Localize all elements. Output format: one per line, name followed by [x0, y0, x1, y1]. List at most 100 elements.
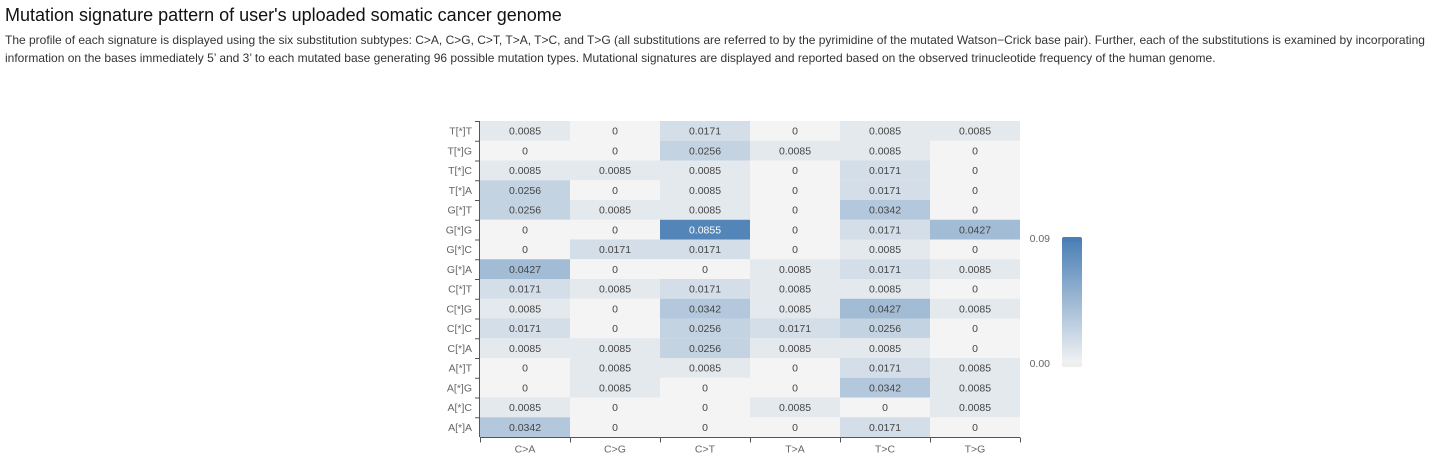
heatmap-cell[interactable] [840, 397, 930, 418]
heatmap-cell[interactable] [750, 200, 840, 220]
heatmap-cell[interactable] [840, 239, 930, 260]
heatmap-cell[interactable] [840, 298, 930, 319]
heatmap-cell[interactable] [750, 397, 840, 418]
heatmap-cell[interactable] [930, 338, 1020, 358]
heatmap-cell[interactable] [660, 121, 750, 141]
heatmap-cell[interactable] [570, 140, 660, 161]
heatmap-cell[interactable] [840, 318, 930, 339]
heatmap-cell[interactable] [840, 259, 930, 279]
heatmap-cell[interactable] [660, 397, 750, 418]
heatmap-cell[interactable] [570, 397, 660, 418]
heatmap-cell[interactable] [840, 338, 930, 358]
heatmap-cell[interactable] [480, 397, 570, 418]
heatmap-cell[interactable] [570, 417, 660, 437]
heatmap-cell[interactable] [930, 417, 1020, 437]
heatmap-cell[interactable] [570, 298, 660, 319]
heatmap-cell[interactable] [840, 279, 930, 299]
heatmap-cell[interactable] [660, 259, 750, 279]
heatmap-cell[interactable] [570, 377, 660, 398]
heatmap-cell[interactable] [930, 259, 1020, 279]
heatmap-cell[interactable] [750, 160, 840, 181]
heatmap-cell[interactable] [480, 140, 570, 161]
heatmap-cell[interactable] [750, 377, 840, 398]
heatmap-cell[interactable] [480, 298, 570, 319]
heatmap-cell[interactable] [480, 417, 570, 437]
heatmap-cell[interactable] [570, 160, 660, 181]
heatmap-cell[interactable] [840, 200, 930, 220]
heatmap-cell[interactable] [750, 121, 840, 141]
heatmap-cell[interactable] [840, 377, 930, 398]
heatmap-cell[interactable] [570, 239, 660, 260]
heatmap-cell[interactable] [480, 259, 570, 279]
color-scale-legend[interactable]: 0.09 0.00 [1030, 233, 1082, 370]
heatmap-cell[interactable] [660, 180, 750, 200]
heatmap-cell[interactable] [480, 279, 570, 299]
heatmap-cell[interactable] [930, 160, 1020, 181]
heatmap-cell[interactable] [750, 180, 840, 200]
heatmap-cell[interactable] [840, 140, 930, 161]
heatmap-cell[interactable] [930, 377, 1020, 398]
heatmap-cell[interactable] [930, 358, 1020, 378]
heatmap-cell[interactable] [840, 180, 930, 200]
heatmap-cell[interactable] [930, 121, 1020, 141]
heatmap-cell[interactable] [660, 318, 750, 339]
heatmap-cell[interactable] [930, 239, 1020, 260]
heatmap-cell[interactable] [840, 358, 930, 378]
heatmap-cell[interactable] [480, 318, 570, 339]
heatmap-cell[interactable] [750, 219, 840, 240]
heatmap-cell[interactable] [660, 160, 750, 181]
heatmap-cell[interactable] [660, 279, 750, 299]
heatmap-cell[interactable] [660, 140, 750, 161]
heatmap-cell[interactable] [930, 219, 1020, 240]
heatmap-cell[interactable] [840, 160, 930, 181]
heatmap-cell[interactable] [750, 239, 840, 260]
heatmap-cell[interactable] [750, 279, 840, 299]
heatmap-cell[interactable] [840, 417, 930, 437]
heatmap-cell[interactable] [660, 200, 750, 220]
heatmap-cell[interactable] [660, 298, 750, 319]
heatmap-cell[interactable] [930, 279, 1020, 299]
heatmap-cell[interactable] [480, 338, 570, 358]
heatmap-cell[interactable] [840, 219, 930, 240]
heatmap-cell[interactable] [840, 121, 930, 141]
heatmap-cell[interactable] [570, 338, 660, 358]
heatmap-cell[interactable] [480, 180, 570, 200]
heatmap-cell[interactable] [930, 180, 1020, 200]
heatmap-cell[interactable] [480, 358, 570, 378]
heatmap-cell[interactable] [930, 140, 1020, 161]
heatmap-cell[interactable] [480, 121, 570, 141]
heatmap-cell[interactable] [750, 259, 840, 279]
heatmap-cell[interactable] [750, 338, 840, 358]
heatmap-cell[interactable] [480, 239, 570, 260]
color-scale-min-handle[interactable] [1062, 362, 1082, 367]
heatmap-cell[interactable] [930, 298, 1020, 319]
heatmap-cell[interactable] [570, 219, 660, 240]
heatmap-cell[interactable] [570, 318, 660, 339]
heatmap-cell[interactable] [930, 397, 1020, 418]
heatmap-cell[interactable] [660, 377, 750, 398]
color-scale-max-handle[interactable] [1062, 237, 1082, 242]
heatmap-cell[interactable] [570, 259, 660, 279]
heatmap-cell[interactable] [570, 279, 660, 299]
heatmap-cell[interactable] [930, 318, 1020, 339]
heatmap-cell[interactable] [750, 318, 840, 339]
heatmap-cell[interactable] [480, 377, 570, 398]
heatmap-cell[interactable] [660, 239, 750, 260]
heatmap-cell[interactable] [660, 338, 750, 358]
heatmap-cell[interactable] [930, 200, 1020, 220]
heatmap-cell-label: 0.0085 [509, 126, 541, 138]
heatmap-cell[interactable] [750, 417, 840, 437]
heatmap-cell[interactable] [570, 121, 660, 141]
heatmap-cell[interactable] [480, 219, 570, 240]
heatmap-cell[interactable] [570, 180, 660, 200]
heatmap-cell[interactable] [750, 358, 840, 378]
heatmap-cell[interactable] [660, 417, 750, 437]
heatmap-cell[interactable] [660, 358, 750, 378]
heatmap-cell[interactable] [660, 219, 750, 240]
heatmap-cell[interactable] [750, 140, 840, 161]
heatmap-cell[interactable] [570, 358, 660, 378]
heatmap-cell[interactable] [480, 200, 570, 220]
heatmap-cell[interactable] [750, 298, 840, 319]
heatmap-cell[interactable] [570, 200, 660, 220]
heatmap-cell[interactable] [480, 160, 570, 181]
